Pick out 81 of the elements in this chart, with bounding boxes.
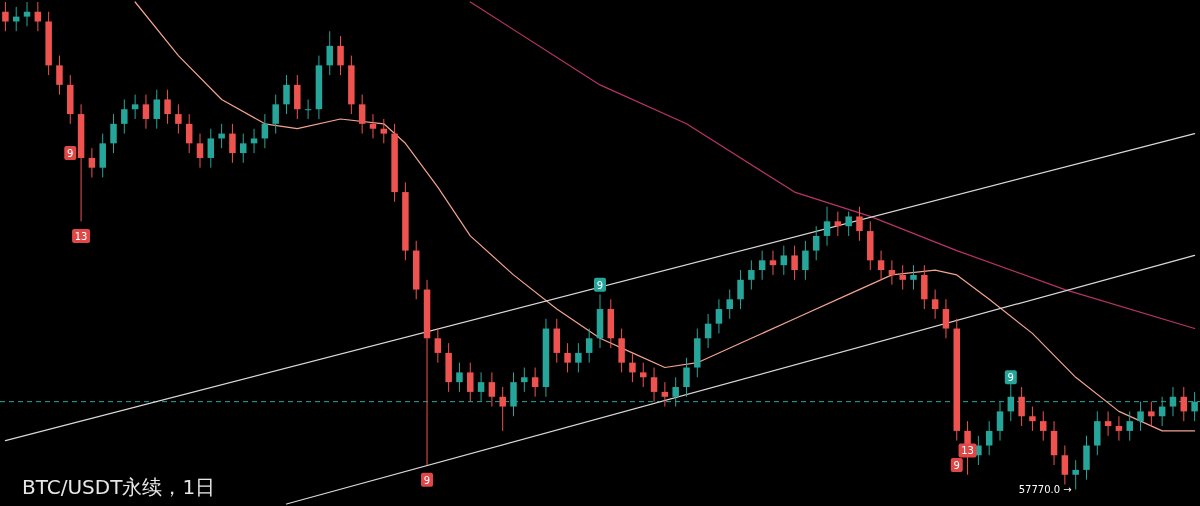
candlestick [1126, 410, 1133, 442]
candlestick [802, 240, 809, 281]
candlestick [823, 206, 831, 247]
candlestick [23, 1, 31, 27]
candlestick [369, 113, 377, 139]
series-label: 9 [953, 460, 960, 472]
candlestick [196, 133, 204, 169]
candlestick [683, 357, 690, 398]
candlestick [2, 1, 9, 32]
candlestick [910, 264, 917, 291]
candlestick [456, 362, 463, 393]
candlestick [834, 211, 842, 237]
series-label: 9 [67, 148, 74, 160]
candlestick [791, 245, 798, 281]
series-label: 9 [1007, 372, 1014, 384]
candlestick [585, 328, 593, 364]
candlestick [110, 113, 117, 154]
candlestick [769, 250, 777, 276]
candlestick [931, 289, 939, 320]
candlestick [575, 342, 582, 373]
series-label: 9 [423, 474, 431, 486]
candlestick [726, 289, 733, 320]
candlestick [283, 74, 290, 115]
candlestick [748, 259, 755, 291]
candlestick [434, 328, 442, 364]
candlestick [380, 118, 388, 144]
candlestick [467, 362, 474, 403]
candlestick [142, 94, 150, 130]
candlestick [1169, 386, 1177, 417]
candlestick [1040, 410, 1047, 442]
candlestick [888, 259, 896, 286]
candlestick [629, 352, 636, 383]
candlestick [240, 133, 247, 164]
candlestick [758, 250, 766, 281]
candlestick [153, 89, 160, 130]
series-label: 13 [961, 445, 974, 457]
series-label: 13 [74, 230, 88, 242]
candlestick [488, 371, 496, 408]
candlestick [326, 30, 333, 76]
candlestick [521, 367, 528, 393]
candlestick [715, 298, 723, 334]
candlestick [1148, 401, 1155, 427]
candlestick [650, 367, 658, 403]
candlestick [1137, 401, 1144, 432]
candlestick [272, 94, 279, 135]
candlestick [899, 264, 906, 291]
candlestick [164, 89, 171, 125]
candlestick [121, 98, 128, 135]
candlestick [845, 211, 852, 237]
candlestick [564, 342, 571, 373]
candlestick [985, 420, 993, 456]
candlestick [531, 367, 539, 398]
series-label: 9 [596, 279, 604, 291]
candlestick [1104, 410, 1112, 437]
candlestick [856, 206, 863, 242]
candlestick [877, 250, 885, 281]
candlestick [780, 245, 788, 276]
candlestick [1061, 445, 1069, 485]
candlestick [207, 128, 215, 169]
candlestick [812, 225, 820, 261]
candlestick [358, 94, 366, 135]
candlestick [304, 98, 312, 120]
candlestick [1115, 415, 1123, 442]
candlestick [131, 94, 139, 120]
candlestick [1018, 386, 1025, 427]
candlestick [1029, 406, 1036, 432]
candlestick [661, 381, 669, 408]
candlestick [175, 103, 182, 135]
annotation: 57770.0 → [1018, 484, 1072, 496]
candlestick [499, 386, 506, 432]
candlestick [88, 147, 96, 178]
candlestick [250, 128, 258, 154]
text: BTC/USDT永续，1日 [22, 475, 216, 499]
candlestick [942, 298, 950, 339]
candlestick [737, 269, 744, 310]
candlestick [229, 123, 236, 164]
candlestick [56, 55, 63, 96]
candlestick [337, 35, 344, 76]
candlestick [185, 113, 193, 154]
candlestick [1072, 459, 1079, 490]
candlestick [640, 362, 647, 388]
